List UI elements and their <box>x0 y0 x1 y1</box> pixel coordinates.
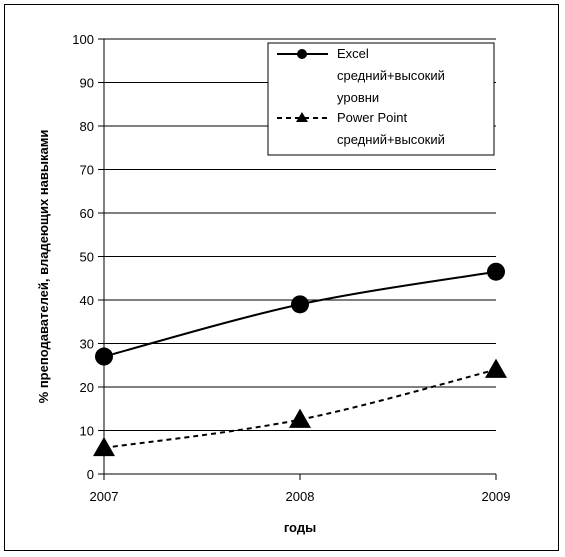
y-tick-label: 10 <box>80 424 94 439</box>
legend-label: уровни <box>337 90 379 105</box>
y-tick-label: 80 <box>80 119 94 134</box>
data-point-1-2 <box>485 358 507 378</box>
axes <box>98 38 497 480</box>
legend-label: средний+высокий <box>337 132 445 147</box>
legend: Excel средний+высокий уровни Power Point сре… <box>267 42 495 156</box>
y-tick-label: 100 <box>72 32 94 47</box>
data-point-1-1 <box>289 408 311 428</box>
x-tick-label: 2007 <box>90 489 119 504</box>
y-tick-labels: 0 10 20 30 40 50 60 70 80 90 100 <box>72 32 94 482</box>
series-markers <box>93 262 507 457</box>
data-point-0-1 <box>291 295 309 314</box>
legend-marker-1 <box>296 112 308 122</box>
x-axis-title: годы <box>284 520 316 535</box>
data-point-0-0 <box>95 347 113 366</box>
legend-box <box>267 42 495 156</box>
x-tick-label: 2008 <box>286 489 315 504</box>
y-tick-label: 50 <box>80 250 94 265</box>
legend-label: средний+высокий <box>337 68 445 83</box>
y-tick-label: 20 <box>80 380 94 395</box>
legend-marker-0 <box>297 49 307 59</box>
data-point-0-2 <box>487 262 505 281</box>
y-tick-label: 60 <box>80 206 94 221</box>
legend-label: Excel <box>337 46 369 61</box>
x-tick-label: 2009 <box>482 489 511 504</box>
y-tick-label: 0 <box>87 467 94 482</box>
y-tick-label: 90 <box>80 76 94 91</box>
legend-label: Power Point <box>337 110 407 125</box>
y-axis-title: % преподавателей, владеющих навыками <box>36 130 51 404</box>
y-tick-label: 30 <box>80 337 94 352</box>
y-tick-label: 70 <box>80 163 94 178</box>
data-point-1-0 <box>93 436 115 457</box>
y-tick-label: 40 <box>80 293 94 308</box>
x-tick-labels: 2007 2008 2009 <box>90 489 511 504</box>
